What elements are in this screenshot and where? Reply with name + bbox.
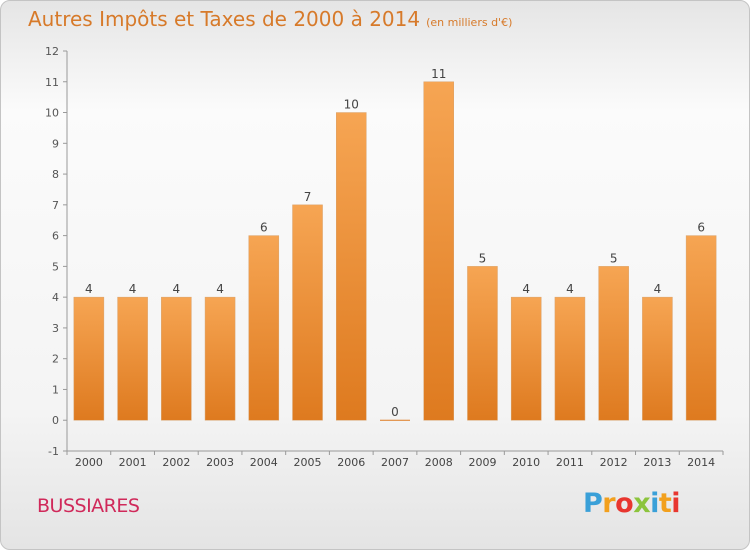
x-tick-label: 2000 — [75, 456, 103, 469]
data-label: 11 — [431, 67, 446, 81]
data-label: 6 — [260, 221, 268, 235]
chart-title: Autres Impôts et Taxes de 2000 à 2014 (en… — [28, 7, 512, 31]
bar — [598, 266, 629, 421]
data-label: 4 — [85, 282, 93, 296]
bar — [117, 296, 148, 421]
x-tick-label: 2013 — [643, 456, 671, 469]
data-label: 0 — [391, 405, 399, 419]
data-label: 4 — [216, 282, 224, 296]
bar — [685, 235, 717, 421]
bar — [161, 296, 192, 421]
bar — [248, 235, 280, 421]
bar — [642, 296, 673, 421]
x-tick-label: 2002 — [162, 456, 190, 469]
bar — [423, 81, 454, 421]
commune-name: BUSSIARES — [37, 495, 140, 517]
bar — [204, 296, 236, 421]
bar — [467, 266, 498, 421]
x-tick-label: 2007 — [381, 456, 409, 469]
y-tick-label: -1 — [48, 445, 59, 458]
data-label: 4 — [129, 282, 137, 296]
bar — [336, 112, 367, 421]
data-label: 4 — [566, 282, 574, 296]
bar — [510, 296, 542, 421]
y-tick-label: 6 — [52, 230, 59, 243]
bar — [292, 204, 323, 421]
x-tick-label: 2003 — [206, 456, 234, 469]
data-label: 4 — [654, 282, 662, 296]
y-tick-label: 0 — [52, 414, 59, 427]
data-label: 5 — [479, 251, 487, 265]
data-label: 6 — [697, 221, 705, 235]
x-tick-label: 2014 — [687, 456, 715, 469]
y-tick-label: 7 — [52, 199, 59, 212]
x-tick-label: 2012 — [600, 456, 628, 469]
x-tick-label: 2001 — [119, 456, 147, 469]
y-tick-label: 10 — [45, 107, 59, 120]
y-tick-label: 3 — [52, 322, 59, 335]
bar — [554, 296, 586, 421]
chart-title-text: Autres Impôts et Taxes de 2000 à 2014 — [28, 7, 421, 31]
y-tick-label: 1 — [52, 383, 59, 396]
data-label: 4 — [173, 282, 181, 296]
bar — [73, 296, 105, 421]
data-label: 7 — [304, 190, 312, 204]
x-tick-label: 2005 — [294, 456, 322, 469]
x-tick-label: 2004 — [250, 456, 278, 469]
y-tick-label: 8 — [52, 168, 59, 181]
data-label: 4 — [522, 282, 530, 296]
x-tick-label: 2006 — [337, 456, 365, 469]
x-tick-label: 2009 — [468, 456, 496, 469]
chart-unit: (en milliers d'€) — [426, 16, 513, 29]
y-tick-label: 9 — [52, 137, 59, 150]
y-tick-label: 12 — [45, 45, 59, 58]
x-tick-label: 2008 — [425, 456, 453, 469]
y-tick-label: 5 — [52, 260, 59, 273]
y-tick-label: 4 — [52, 291, 59, 304]
data-label: 10 — [344, 98, 359, 112]
y-tick-label: 11 — [45, 76, 59, 89]
data-label: 5 — [610, 251, 618, 265]
x-tick-label: 2011 — [556, 456, 584, 469]
x-tick-label: 2010 — [512, 456, 540, 469]
y-tick-label: 2 — [52, 353, 59, 366]
proxiti-logo[interactable]: Proxiti — [583, 488, 681, 519]
